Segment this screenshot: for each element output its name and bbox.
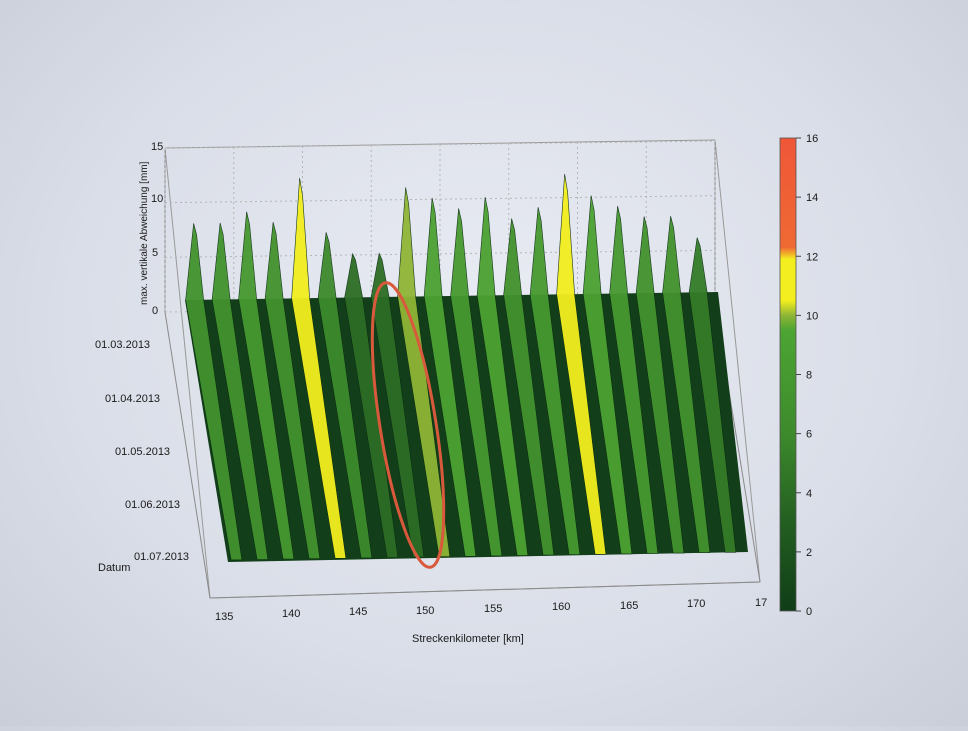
surface-ridge (662, 216, 711, 554)
colorbar-ticks: 0 2 4 6 8 10 12 14 16 (796, 133, 818, 618)
surface-ridge (317, 232, 373, 559)
grid-line-z (164, 249, 716, 258)
colorbar-tick-16: 16 (806, 133, 818, 145)
x-axis-label: Streckenkilometer [km] (412, 633, 524, 645)
y-tick-2: 01.05.2013 (115, 446, 170, 458)
highlight-ellipse (370, 281, 446, 569)
x-tick-150: 150 (416, 605, 434, 617)
surface-ridge (503, 218, 555, 556)
surface-ridge (688, 237, 737, 553)
colorbar-tick-14: 14 (806, 192, 818, 204)
surface-ridge (185, 223, 243, 561)
z-tick-5: 5 (152, 247, 158, 259)
surface-ridge (423, 197, 477, 557)
surface-ridge (450, 208, 503, 557)
surface-ridge (264, 222, 321, 560)
surface-plot (185, 173, 748, 562)
surface-ridge (556, 173, 607, 555)
z-axis: 15 10 5 0 max. vertikale Abweichung [mm] (139, 141, 163, 317)
z-tick-10: 10 (151, 193, 163, 205)
x-tick-165: 165 (620, 600, 638, 612)
y-tick-3: 01.06.2013 (125, 499, 180, 511)
z-tick-15: 15 (151, 141, 163, 153)
colorbar-scale (779, 137, 797, 612)
colorbar: 0 2 4 6 8 10 12 14 16 (779, 133, 818, 618)
y-axis: 01.03.2013 01.04.2013 01.05.2013 01.06.2… (95, 339, 189, 574)
y-tick-4: 01.07.2013 (134, 551, 189, 563)
x-tick-160: 160 (552, 601, 570, 613)
surface-ridge (370, 252, 425, 558)
colorbar-tick-2: 2 (806, 547, 812, 559)
surface-ridge (582, 195, 633, 555)
colorbar-tick-0: 0 (806, 606, 812, 618)
colorbar-tick-6: 6 (806, 429, 812, 441)
surface-ridge (211, 222, 269, 560)
colorbar-tick-8: 8 (806, 370, 812, 382)
x-axis: 135 140 145 150 155 160 165 170 17 Strec… (215, 597, 767, 645)
colorbar-tick-12: 12 (806, 251, 818, 263)
surface-ridge (476, 197, 529, 556)
colorbar-tick-4: 4 (806, 488, 812, 500)
x-tick-170: 170 (687, 598, 705, 610)
surface-ridge (291, 177, 347, 559)
y-tick-1: 01.04.2013 (105, 393, 160, 405)
x-tick-17: 17 (755, 597, 767, 609)
x-tick-140: 140 (282, 608, 300, 620)
colorbar-tick-10: 10 (806, 310, 818, 322)
surface-ridge (635, 216, 685, 554)
surface-ridge (344, 252, 399, 558)
y-tick-0: 01.03.2013 (95, 339, 150, 351)
y-axis-label: Datum (98, 562, 130, 574)
z-tick-0: 0 (152, 305, 158, 317)
surface-ridge (529, 207, 581, 556)
x-tick-145: 145 (349, 606, 367, 618)
x-tick-135: 135 (215, 611, 233, 623)
surface-ridge (238, 211, 295, 560)
surface-ridge (609, 205, 659, 554)
x-tick-155: 155 (484, 603, 502, 615)
z-axis-label: max. vertikale Abweichung [mm] (139, 161, 150, 305)
